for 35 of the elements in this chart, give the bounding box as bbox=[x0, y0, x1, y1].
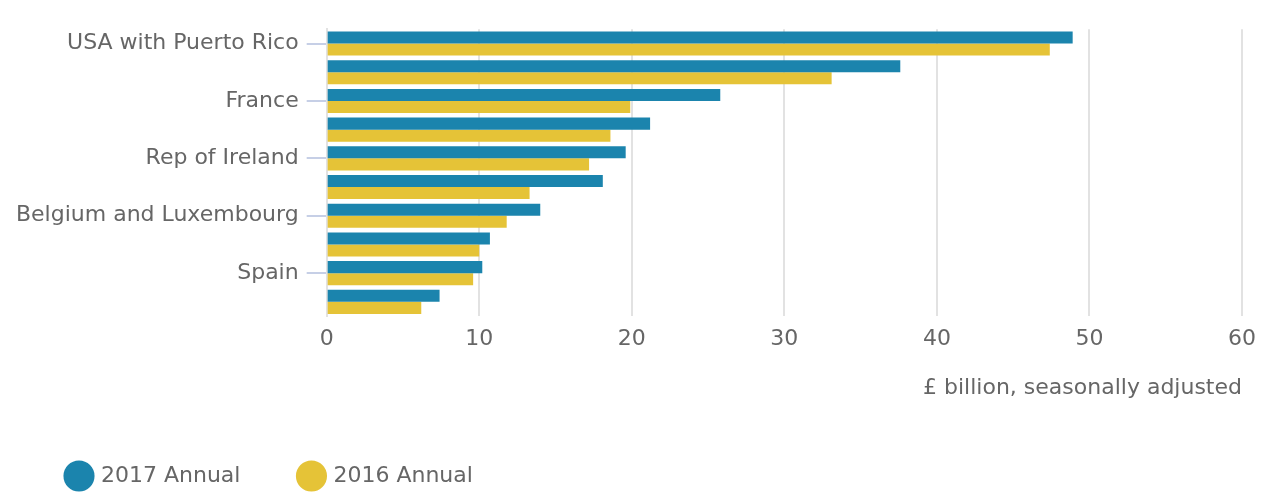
bar bbox=[327, 187, 530, 200]
bar bbox=[327, 100, 631, 113]
bar bbox=[327, 72, 832, 85]
bar bbox=[327, 158, 590, 171]
x-axis-title: £ billion, seasonally adjusted bbox=[923, 373, 1242, 399]
y-tick-label: Belgium and Luxembourg bbox=[15, 201, 299, 227]
x-tick-label: 10 bbox=[465, 325, 494, 351]
y-tick-label: Spain bbox=[237, 258, 299, 284]
bar bbox=[327, 117, 651, 130]
bar bbox=[327, 215, 507, 228]
y-tick-label: USA with Puerto Rico bbox=[67, 29, 299, 55]
y-tick-label: Rep of Ireland bbox=[145, 144, 299, 170]
bar bbox=[327, 273, 474, 286]
x-tick-label: 30 bbox=[770, 325, 799, 351]
x-tick-label: 40 bbox=[922, 325, 951, 351]
bar bbox=[327, 301, 422, 314]
bar bbox=[327, 289, 440, 302]
bar bbox=[327, 31, 1073, 44]
x-tick-label: 50 bbox=[1075, 325, 1104, 351]
y-tick-label: France bbox=[225, 86, 299, 112]
bar bbox=[327, 175, 603, 188]
bar bbox=[327, 129, 611, 142]
bar bbox=[327, 232, 490, 245]
bar bbox=[327, 244, 480, 257]
legend-label: 2017 Annual bbox=[101, 461, 241, 487]
legend-label: 2016 Annual bbox=[333, 461, 473, 487]
bar bbox=[327, 60, 901, 73]
bar bbox=[327, 43, 1050, 56]
x-tick-label: 20 bbox=[617, 325, 646, 351]
bar bbox=[327, 203, 541, 216]
x-tick-label: 60 bbox=[1228, 325, 1256, 351]
x-tick-label: 0 bbox=[319, 325, 334, 351]
bar bbox=[327, 146, 626, 159]
bar bbox=[327, 261, 483, 274]
bar bbox=[327, 88, 721, 101]
